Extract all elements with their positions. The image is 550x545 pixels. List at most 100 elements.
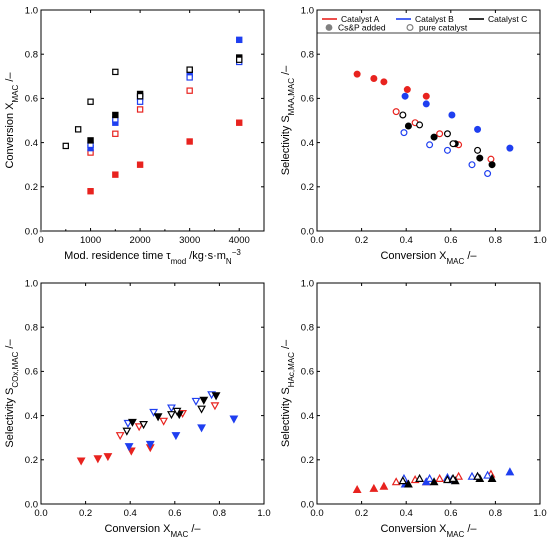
data-point-catalyst-b-open	[149, 408, 159, 417]
data-point-catalyst-b-open	[484, 170, 492, 178]
y-tick-label: 0.2	[301, 182, 314, 193]
x-tick-label: 0.6	[444, 508, 457, 519]
x-tick-label: 0.4	[400, 235, 413, 246]
data-point-catalyst-a-filled	[136, 161, 144, 168]
y-tick-label: 0.0	[25, 499, 38, 510]
x-tick-label: 0.4	[124, 508, 137, 519]
data-point-catalyst-c-filled	[112, 111, 119, 119]
y-tick-label: 1.0	[25, 5, 38, 16]
y-tick-label: 0.0	[301, 226, 314, 237]
data-point-catalyst-c-open	[449, 140, 457, 148]
legend-label-catalyst_c: Catalyst C	[488, 14, 527, 24]
data-point-catalyst-c-open	[398, 476, 408, 485]
data-point-catalyst-b-open	[426, 141, 434, 149]
y-tick-label: 0.2	[301, 455, 314, 466]
origin-point	[39, 229, 43, 233]
y-tick-label: 0.8	[25, 50, 38, 61]
data-point-catalyst-a-open	[134, 423, 144, 432]
x-tick-label: 0.2	[79, 508, 92, 519]
x-tick-label: 1000	[80, 235, 101, 246]
data-point-catalyst-a-filled	[103, 453, 113, 462]
data-point-catalyst-c-open	[186, 66, 193, 73]
data-point-catalyst-c-open	[74, 126, 82, 133]
data-point-catalyst-c-filled	[404, 122, 412, 130]
data-point-catalyst-a-filled	[369, 483, 379, 492]
data-point-catalyst-b-filled	[229, 415, 239, 424]
legend-label-catalyst_b: Catalyst B	[415, 14, 454, 24]
data-point-catalyst-b-filled	[505, 467, 515, 476]
x-tick-label: 0.4	[400, 508, 413, 519]
conversion-chart: 0 1000 2000 3000 4000 0.0 0.2 0.4 0.6 0.8 1.0 Mod. …	[4, 5, 265, 266]
data-point-catalyst-c-open	[416, 121, 424, 129]
data-point-catalyst-b-filled	[401, 92, 409, 100]
data-point-catalyst-b-filled	[124, 443, 134, 452]
legend-marker-filled	[325, 24, 333, 31]
data-point-catalyst-c-open	[415, 473, 424, 482]
data-point-catalyst-c-open	[167, 411, 176, 420]
data-point-catalyst-c-filled	[211, 392, 221, 401]
data-point-catalyst-a-filled	[186, 138, 193, 145]
x-tick-label: 1.0	[257, 508, 270, 519]
x-axis-title: Conversion XMAC /–	[104, 523, 201, 539]
data-point-catalyst-b-filled	[171, 432, 181, 441]
data-point-catalyst-c-open	[87, 98, 94, 105]
x-tick-label: 4000	[229, 235, 250, 246]
data-point-catalyst-a-open	[487, 155, 495, 163]
y-axis-title: Selectivity SMAA,MAC /–	[280, 65, 296, 175]
y-axis-title: Conversion XMAC /–	[4, 72, 20, 169]
legend-label-cs-p-added: Cs&P added	[338, 23, 386, 33]
maa-selectivity-chart: 0.0 0.2 0.4 0.6 0.8 1.0 0.0 0.2 0.4 0.6 0.8 1.0 Conv…	[280, 5, 547, 265]
data-point-catalyst-c-open	[448, 473, 458, 482]
data-point-catalyst-a-filled	[352, 484, 362, 494]
y-tick-label: 0.2	[25, 455, 38, 466]
x-tick-label: 0.0	[34, 508, 47, 519]
data-point-catalyst-c-filled	[429, 477, 439, 486]
y-tick-label: 0.6	[301, 94, 314, 105]
data-point-catalyst-a-filled	[353, 70, 361, 78]
legend: Catalyst A Catalyst B Catalyst C Cs&P added…	[317, 14, 540, 34]
x-tick-label: 0.0	[310, 508, 323, 519]
hac-selectivity-chart: 0.0 0.2 0.4 0.6 0.8 1.0 0.0 0.2 0.4 0.6 0.8 1.0 Conv…	[280, 278, 547, 538]
x-tick-label: 0.8	[489, 235, 502, 246]
legend-label-pure-catalyst: pure catalyst	[419, 23, 468, 33]
y-axis-title: Selectivity SCOx,MAC /–	[4, 339, 20, 448]
data-point-catalyst-a-open	[436, 130, 444, 138]
y-tick-label: 0.8	[301, 50, 314, 61]
y-tick-label: 1.0	[301, 278, 314, 289]
y-tick-label: 1.0	[25, 278, 38, 289]
data-point-catalyst-c-open	[473, 471, 482, 480]
data-point-catalyst-b-filled	[145, 440, 155, 449]
y-tick-label: 0.4	[25, 411, 38, 422]
y-tick-label: 0.8	[25, 323, 38, 334]
data-point-catalyst-b-open	[400, 129, 408, 137]
y-tick-label: 0.0	[301, 499, 314, 510]
data-point-catalyst-c-open	[172, 407, 182, 416]
data-point-catalyst-a-filled	[379, 481, 389, 490]
y-axis-title: Selectivity SHAc,MAC /–	[280, 339, 296, 447]
y-tick-label: 0.0	[25, 226, 38, 237]
data-point-catalyst-c-filled	[87, 137, 94, 144]
data-point-catalyst-c-open	[62, 142, 69, 150]
data-point-catalyst-a-filled	[370, 75, 378, 83]
plot-frame	[316, 9, 541, 232]
x-axis-title: Conversion XMAC /–	[380, 523, 477, 539]
data-point-catalyst-c-filled	[487, 473, 497, 482]
data-point-catalyst-a-filled	[87, 188, 94, 195]
data-point-catalyst-c-open	[122, 427, 132, 436]
data-point-catalyst-c-filled	[128, 418, 137, 427]
x-tick-label: 3000	[179, 235, 200, 246]
data-point-catalyst-b-filled	[474, 125, 482, 133]
data-point-catalyst-b-open	[186, 74, 193, 81]
data-point-catalyst-c-open	[136, 92, 144, 100]
data-point-catalyst-a-open	[435, 473, 445, 482]
y-tick-label: 0.2	[25, 182, 38, 193]
data-point-catalyst-c-filled	[430, 133, 438, 141]
data-point-catalyst-a-filled	[403, 86, 411, 94]
data-point-catalyst-c-filled	[199, 396, 209, 405]
y-tick-label: 0.4	[25, 138, 38, 149]
data-point-catalyst-b-open	[443, 146, 451, 154]
data-point-catalyst-a-open	[112, 130, 119, 137]
x-tick-label: 0.6	[444, 235, 457, 246]
x-tick-label: 0.0	[310, 235, 323, 246]
y-tick-label: 0.8	[301, 323, 314, 334]
